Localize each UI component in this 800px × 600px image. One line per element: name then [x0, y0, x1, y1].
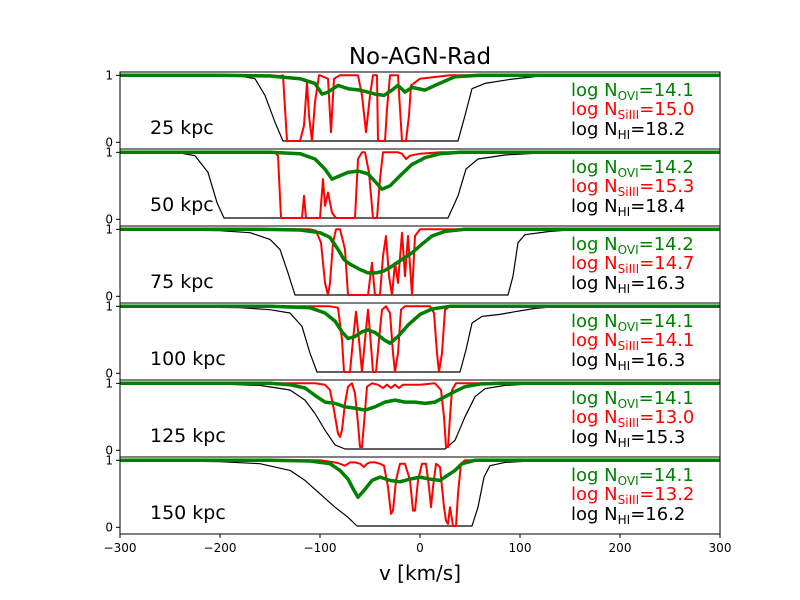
- panel-lines: [120, 381, 720, 450]
- x-tick-label: −100: [304, 541, 337, 555]
- legend-hi: log NHI=18.4: [571, 196, 685, 219]
- ovi-line: [120, 150, 720, 191]
- legend-hi: log NHI=16.3: [571, 350, 685, 373]
- legend-ovi: log NOVI=14.1: [571, 80, 694, 103]
- y-tick-label: 0: [105, 443, 113, 457]
- ovi-line: [120, 227, 720, 275]
- legend-siiii: log NSiIII=15.3: [571, 176, 694, 199]
- ovi-line: [120, 304, 720, 345]
- x-axis: −300 −200 −100 0 100 200 300: [104, 534, 732, 555]
- legend-siiii: log NSiIII=13.0: [571, 407, 694, 430]
- x-tick-label: −200: [204, 541, 237, 555]
- x-tick-label: 300: [709, 541, 732, 555]
- y-tick-label: 1: [105, 145, 113, 159]
- y-tick-label: 1: [105, 68, 113, 82]
- panel-lines: [120, 304, 720, 373]
- legend-ovi: log NOVI=14.2: [571, 157, 694, 180]
- hi-line: [120, 459, 720, 527]
- x-axis-label: v [km/s]: [379, 561, 461, 585]
- legend-hi: log NHI=15.3: [571, 427, 685, 450]
- panel-distance-label: 100 kpc: [150, 348, 226, 370]
- panel-distance-label: 125 kpc: [150, 425, 226, 447]
- legend-hi: log NHI=16.2: [571, 504, 685, 527]
- siiii-line: [120, 228, 720, 296]
- legend-siiii: log NSiIII=14.7: [571, 253, 694, 276]
- y-tick-label: 0: [105, 289, 113, 303]
- y-tick-label: 0: [105, 366, 113, 380]
- panel-lines: [120, 458, 720, 527]
- x-tick-label: 200: [609, 541, 632, 555]
- hi-line: [120, 151, 720, 219]
- panel-distance-label: 150 kpc: [150, 502, 226, 524]
- chart-title: No-AGN-Rad: [349, 44, 491, 70]
- ovi-line: [120, 73, 720, 98]
- legend-ovi: log NOVI=14.1: [571, 465, 694, 488]
- legend-ovi: log NOVI=14.2: [571, 234, 694, 257]
- x-tick-label: 0: [416, 541, 424, 555]
- panel-lines: [120, 227, 720, 296]
- ovi-line: [120, 381, 720, 412]
- hi-line: [120, 228, 720, 296]
- legend-hi: log NHI=18.2: [571, 119, 685, 142]
- x-tick-label: −300: [104, 541, 137, 555]
- y-tick-label: 1: [105, 376, 113, 390]
- y-tick-label: 1: [105, 222, 113, 236]
- panel-distance-label: 25 kpc: [150, 117, 214, 139]
- panel-distance-label: 50 kpc: [150, 194, 214, 216]
- legend-siiii: log NSiIII=15.0: [571, 99, 694, 122]
- legend-siiii: log NSiIII=14.1: [571, 330, 694, 353]
- y-tick-label: 1: [105, 453, 113, 467]
- hi-line: [120, 382, 720, 450]
- legend-siiii: log NSiIII=13.2: [571, 484, 694, 507]
- y-tick-label: 0: [105, 212, 113, 226]
- ovi-line: [120, 458, 720, 499]
- legend-ovi: log NOVI=14.1: [571, 311, 694, 334]
- y-tick-label: 0: [105, 520, 113, 534]
- siiii-line: [120, 382, 720, 448]
- y-tick-label: 0: [105, 135, 113, 149]
- legend-hi: log NHI=16.3: [571, 273, 685, 296]
- siiii-line: [120, 151, 720, 219]
- x-tick-label: 100: [509, 541, 532, 555]
- panel-lines: [120, 150, 720, 219]
- panel-lines: [120, 73, 720, 142]
- siiii-line: [120, 305, 720, 373]
- hi-line: [120, 305, 720, 373]
- legend-ovi: log NOVI=14.1: [571, 388, 694, 411]
- siiii-line: [120, 74, 720, 142]
- y-tick-label: 1: [105, 299, 113, 313]
- hi-line: [120, 74, 720, 142]
- panel-distance-label: 75 kpc: [150, 271, 214, 293]
